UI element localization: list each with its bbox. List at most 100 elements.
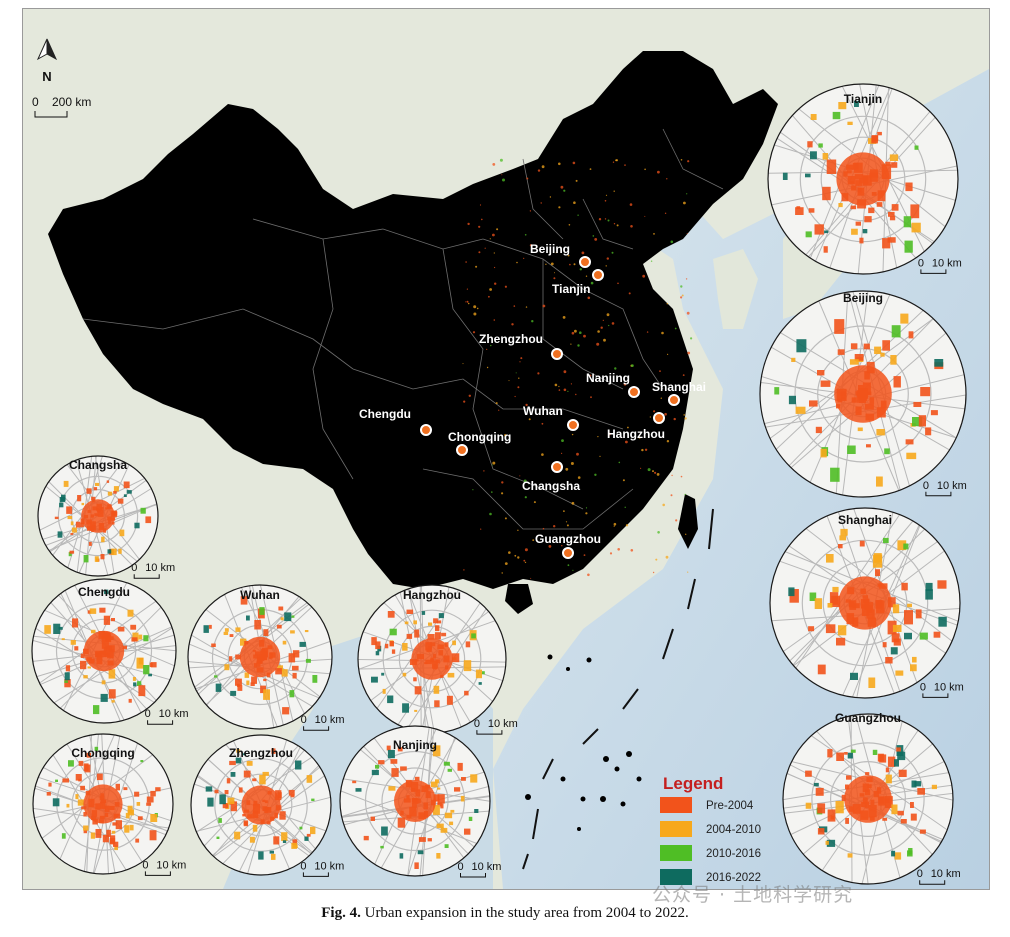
china-territory	[48, 51, 778, 589]
main-scale-bar: 0 200 km	[32, 95, 91, 118]
inset-hangzhou-title: Hangzhou	[403, 588, 461, 602]
inset-zhengzhou-content	[194, 739, 331, 874]
marker-beijing[interactable]	[579, 256, 591, 268]
inset-shanghai-border	[769, 507, 961, 699]
inset-beijing-title: Beijing	[843, 291, 883, 305]
inset-changsha-title: Changsha	[69, 458, 127, 472]
inset-chengdu-content	[32, 582, 176, 722]
label-beijing: Beijing	[530, 242, 570, 256]
inset-zhengzhou-scale-value: 10 km	[314, 860, 344, 872]
inset-shanghai-scale-line	[922, 693, 949, 698]
inset-shanghai-scale-value: 10 km	[934, 681, 964, 693]
inset-nanjing-scale-value: 10 km	[472, 861, 502, 873]
inset-tianjin-border	[767, 83, 959, 275]
inset-wuhan-scale-value: 10 km	[315, 714, 345, 726]
nine-dash-line	[522, 508, 714, 870]
legend-swatch-2004-2010	[660, 821, 692, 837]
inset-beijing-border	[759, 290, 967, 498]
hainan	[505, 584, 533, 614]
province-boundaries	[82, 128, 724, 530]
label-nanjing: Nanjing	[586, 371, 630, 385]
inset-changsha: Changsha 0 10 km	[37, 455, 175, 579]
label-shanghai: Shanghai	[652, 380, 706, 394]
legend-swatch-2016-2022	[660, 869, 692, 885]
caption-text: Urban expansion in the study area from 2…	[364, 905, 689, 921]
inset-beijing-scale-zero: 0	[923, 480, 929, 492]
marker-wuhan[interactable]	[567, 419, 579, 431]
inset-chengdu-scale-zero: 0	[145, 708, 151, 720]
inset-changsha-scale-value: 10 km	[145, 562, 175, 574]
inset-chongqing-border	[32, 733, 174, 875]
inset-guangzhou-content	[783, 714, 953, 884]
inset-guangzhou: Guangzhou 0 10 km	[782, 711, 961, 885]
inset-chongqing-scale-line	[144, 871, 171, 876]
inset-wuhan-scale-zero: 0	[301, 714, 307, 726]
city-markers	[420, 256, 680, 559]
inset-wuhan: Wuhan 0 10 km	[187, 584, 345, 731]
inset-hangzhou-scale-zero: 0	[474, 718, 480, 730]
inset-tianjin: Tianjin 0 10 km	[767, 83, 962, 275]
north-arrow-right	[46, 38, 58, 61]
label-changsha: Changsha	[522, 479, 580, 493]
legend-label-2004-2010: 2004-2010	[706, 824, 761, 836]
inset-changsha-content	[39, 456, 158, 576]
marker-zhengzhou[interactable]	[551, 348, 563, 360]
inset-tianjin-content	[768, 84, 958, 274]
marker-tianjin[interactable]	[592, 269, 604, 281]
inset-beijing: Beijing 0 10 km	[759, 290, 967, 498]
north-arrow-label: N	[42, 69, 51, 84]
marker-changsha[interactable]	[551, 461, 563, 473]
marker-guangzhou[interactable]	[562, 547, 574, 559]
inset-chongqing-title: Chongqing	[71, 746, 134, 760]
legend-item-2016-2022: 2016-2022	[660, 869, 761, 885]
inset-wuhan-content	[188, 585, 332, 728]
marker-nanjing[interactable]	[628, 386, 640, 398]
inset-guangzhou-scale-zero: 0	[917, 868, 923, 880]
legend-label-2016-2022: 2016-2022	[706, 872, 761, 884]
legend-label-pre-2004: Pre-2004	[706, 800, 754, 812]
inset-nanjing-title: Nanjing	[393, 738, 437, 752]
legend: Legend Pre-2004 2004-2010 2010-2016 2016…	[660, 774, 761, 885]
inset-changsha-scale-zero: 0	[131, 562, 137, 574]
legend-item-pre-2004: Pre-2004	[660, 797, 754, 813]
inset-beijing-content	[760, 291, 966, 496]
north-arrow: N	[36, 38, 58, 84]
inset-shanghai-title: Shanghai	[838, 513, 892, 527]
legend-item-2010-2016: 2010-2016	[660, 845, 761, 861]
inset-hangzhou-content	[358, 585, 506, 733]
inset-nanjing-border	[339, 725, 491, 877]
inset-zhengzhou-border	[190, 734, 332, 876]
inset-tianjin-title: Tianjin	[844, 92, 882, 106]
inset-chengdu-scale-value: 10 km	[159, 708, 189, 720]
label-guangzhou: Guangzhou	[535, 532, 601, 546]
inset-beijing-scale-line	[925, 491, 952, 497]
label-chongqing: Chongqing	[448, 430, 511, 444]
legend-title: Legend	[663, 774, 723, 793]
marker-chengdu[interactable]	[420, 424, 432, 436]
inset-shanghai: Shanghai 0 10 km	[769, 507, 964, 699]
label-zhengzhou: Zhengzhou	[479, 332, 543, 346]
marker-shanghai[interactable]	[668, 394, 680, 406]
inset-wuhan-border	[187, 584, 333, 730]
inset-tianjin-scale-value: 10 km	[932, 257, 962, 269]
marker-chongqing[interactable]	[456, 444, 468, 456]
inset-nanjing: Nanjing 0 10 km	[339, 725, 502, 878]
inset-chongqing: Chongqing 0 10 km	[32, 733, 186, 876]
korea-land	[713, 249, 758, 329]
map-figure: N 0 200 km Beijing Tianjin Zhengzhou Nan…	[22, 8, 990, 890]
inset-shanghai-content	[771, 508, 960, 698]
main-scale-line	[34, 111, 68, 118]
marker-hangzhou[interactable]	[653, 412, 665, 424]
inset-changsha-border	[37, 455, 159, 577]
legend-swatch-pre-2004	[660, 797, 692, 813]
watermark: 公众号 · 土地科学研究	[652, 884, 854, 906]
inset-guangzhou-scale-line	[919, 880, 946, 885]
label-hangzhou: Hangzhou	[607, 427, 665, 441]
inset-maps: Tianjin 0 10 km Beijing 0 10 km Shanghai 0 10 km…	[31, 83, 967, 885]
inset-nanjing-scale-line	[460, 873, 486, 878]
inset-chengdu-title: Chengdu	[78, 585, 130, 599]
inset-hangzhou-scale-line	[476, 730, 503, 735]
inset-tianjin-scale-line	[920, 269, 947, 274]
figure-caption: Fig. 4. Urban expansion in the study are…	[0, 905, 1010, 922]
taiwan	[678, 494, 698, 549]
